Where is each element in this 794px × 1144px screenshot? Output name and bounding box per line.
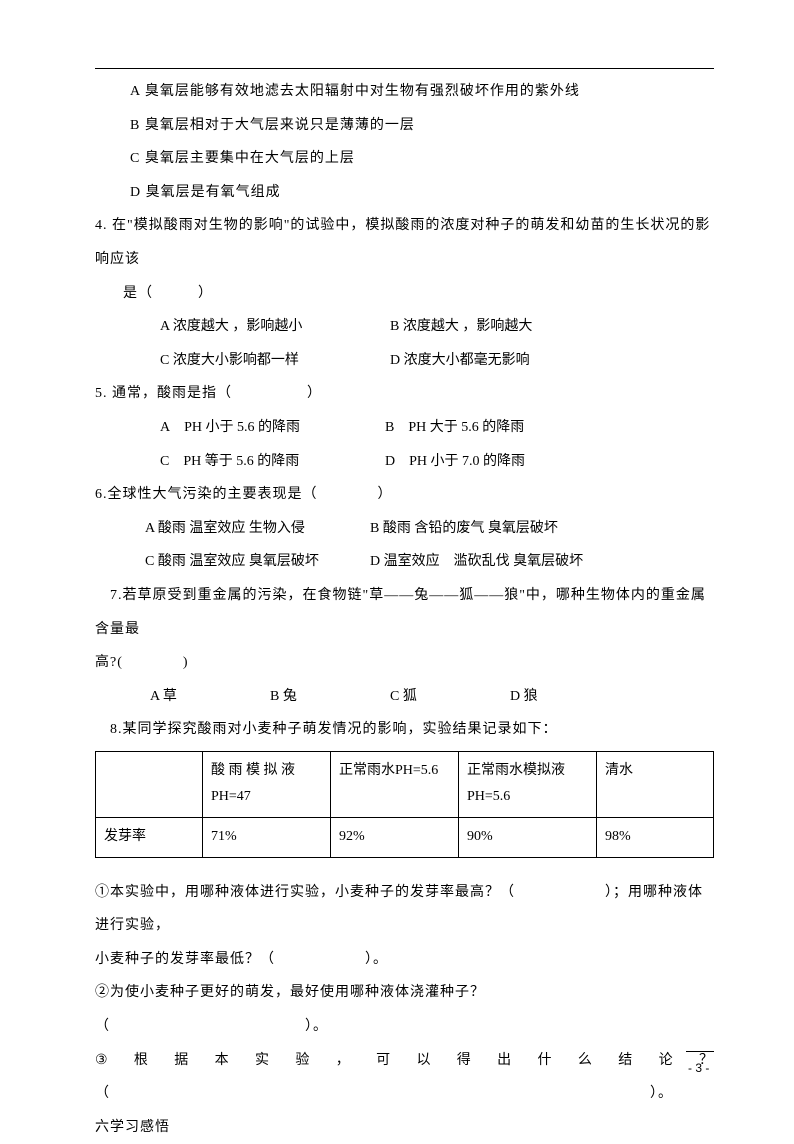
q8-sub1b: 小麦种子的发芽率最低？（ ）。: [95, 943, 714, 977]
q8-sub3-char: 据: [174, 1044, 189, 1078]
q7-opts: A 草 B 兔 C 狐 D 狼: [95, 680, 714, 714]
table-cell-0: 71%: [203, 818, 331, 858]
q7-stem-cont: 高?( ): [95, 646, 714, 680]
q4-stem: 4. 在"模拟酸雨对生物的影响"的试验中，模拟酸雨的浓度对种子的萌发和幼苗的生长…: [95, 209, 714, 276]
q7-stem: 7.若草原受到重金属的污染，在食物链"草——兔——狐——狼"中，哪种生物体内的重…: [95, 579, 714, 646]
q5-opt-d: D PH 小于 7.0 的降雨: [385, 445, 525, 479]
q8-stem: 8.某同学探究酸雨对小麦种子萌发情况的影响，实验结果记录如下：: [95, 713, 714, 747]
table-row: 发芽率 71% 92% 90% 98%: [96, 818, 714, 858]
q8-sub3-char: 么: [578, 1044, 593, 1078]
q6-opt-d: D 温室效应 滥砍乱伐 臭氧层破坏: [370, 545, 583, 579]
section-6-heading: 六学习感悟: [95, 1111, 714, 1144]
table-header-1: 酸 雨 模 拟 液PH=47: [203, 751, 331, 817]
q8-sub3: ③根据本实验，可以得出什么结论？: [95, 1044, 714, 1078]
table-cell-2: 90%: [459, 818, 597, 858]
q7-opt-c: C 狐: [390, 680, 510, 714]
q6-stem: 6.全球性大气污染的主要表现是（ ）: [95, 478, 714, 512]
q8-sub3-char: ③: [95, 1044, 109, 1078]
q4-opt-d: D 浓度大小都毫无影响: [390, 344, 530, 378]
q5-opts-cd: C PH 等于 5.6 的降雨 D PH 小于 7.0 的降雨: [95, 445, 714, 479]
page-number-text: - 3 -: [688, 1061, 709, 1075]
q3-opt-d: D 臭氧层是有氧气组成: [95, 176, 714, 210]
q8-sub3-char: 论: [659, 1044, 674, 1078]
q5-opts-ab: A PH 小于 5.6 的降雨 B PH 大于 5.6 的降雨: [95, 411, 714, 445]
q6-opts-cd: C 酸雨 温室效应 臭氧层破坏 D 温室效应 滥砍乱伐 臭氧层破坏: [95, 545, 714, 579]
q6-opt-c: C 酸雨 温室效应 臭氧层破坏: [145, 545, 370, 579]
q8-sub3-char: 可: [376, 1044, 391, 1078]
q7-opt-d: D 狼: [510, 680, 630, 714]
q3-opt-c: C 臭氧层主要集中在大气层的上层: [95, 142, 714, 176]
table-header-3: 正常雨水模拟液PH=5.6: [459, 751, 597, 817]
q8-sub1a: ①本实验中，用哪种液体进行实验，小麦种子的发芽率最高？（ ）；用哪种液体进行实验…: [95, 876, 714, 943]
q8-sub3-char: 得: [457, 1044, 472, 1078]
q7-opt-a: A 草: [150, 680, 270, 714]
table-header-row: 酸 雨 模 拟 液PH=47 正常雨水PH=5.6 正常雨水模拟液PH=5.6 …: [96, 751, 714, 817]
q6-opts-ab: A 酸雨 温室效应 生物入侵 B 酸雨 含铅的废气 臭氧层破坏: [95, 512, 714, 546]
table-row-label: 发芽率: [96, 818, 203, 858]
page-number: - 3 -: [688, 1051, 714, 1083]
q8-sub3-char: 本: [215, 1044, 230, 1078]
q4-opt-c: C 浓度大小影响都一样: [160, 344, 390, 378]
q5-stem: 5. 通常，酸雨是指（ ）: [95, 377, 714, 411]
q3-opt-b: B 臭氧层相对于大气层来说只是薄薄的一层: [95, 109, 714, 143]
q8-sub3-char: 根: [134, 1044, 149, 1078]
q4-stem-cont: 是（ ）: [95, 277, 714, 311]
table-header-4: 清水: [597, 751, 714, 817]
table-header-0: [96, 751, 203, 817]
q4-opts-cd: C 浓度大小影响都一样 D 浓度大小都毫无影响: [95, 344, 714, 378]
q8-sub3-char: 验: [295, 1044, 310, 1078]
q8-sub3-char: 出: [497, 1044, 512, 1078]
q8-sub2: ②为使小麦种子更好的萌发，最好使用哪种液体浇灌种子？（ ）。: [95, 976, 714, 1043]
q4-opt-a: A 浓度越大 ，影响越小: [160, 310, 390, 344]
q8-sub3-char: 什: [538, 1044, 553, 1078]
q5-opt-c: C PH 等于 5.6 的降雨: [160, 445, 385, 479]
q8-table: 酸 雨 模 拟 液PH=47 正常雨水PH=5.6 正常雨水模拟液PH=5.6 …: [95, 751, 714, 858]
q8-sub3-char: ，: [336, 1044, 351, 1078]
q3-opt-a: A 臭氧层能够有效地滤去太阳辐射中对生物有强烈破坏作用的紫外线: [95, 75, 714, 109]
q6-opt-a: A 酸雨 温室效应 生物入侵: [145, 512, 370, 546]
q8-sub3-char: 以: [416, 1044, 431, 1078]
header-rule: [95, 68, 714, 69]
q8-sub3-char: 结: [618, 1044, 633, 1078]
q8-sub3-char: 实: [255, 1044, 270, 1078]
q6-opt-b: B 酸雨 含铅的废气 臭氧层破坏: [370, 512, 558, 546]
q5-opt-a: A PH 小于 5.6 的降雨: [160, 411, 385, 445]
q4-opts-ab: A 浓度越大 ，影响越小 B 浓度越大 ，影响越大: [95, 310, 714, 344]
q7-opt-b: B 兔: [270, 680, 390, 714]
q4-opt-b: B 浓度越大 ，影响越大: [390, 310, 532, 344]
table-cell-3: 98%: [597, 818, 714, 858]
q5-opt-b: B PH 大于 5.6 的降雨: [385, 411, 524, 445]
table-cell-1: 92%: [331, 818, 459, 858]
table-header-2: 正常雨水PH=5.6: [331, 751, 459, 817]
q8-sub3b: （ ）。: [95, 1077, 714, 1111]
